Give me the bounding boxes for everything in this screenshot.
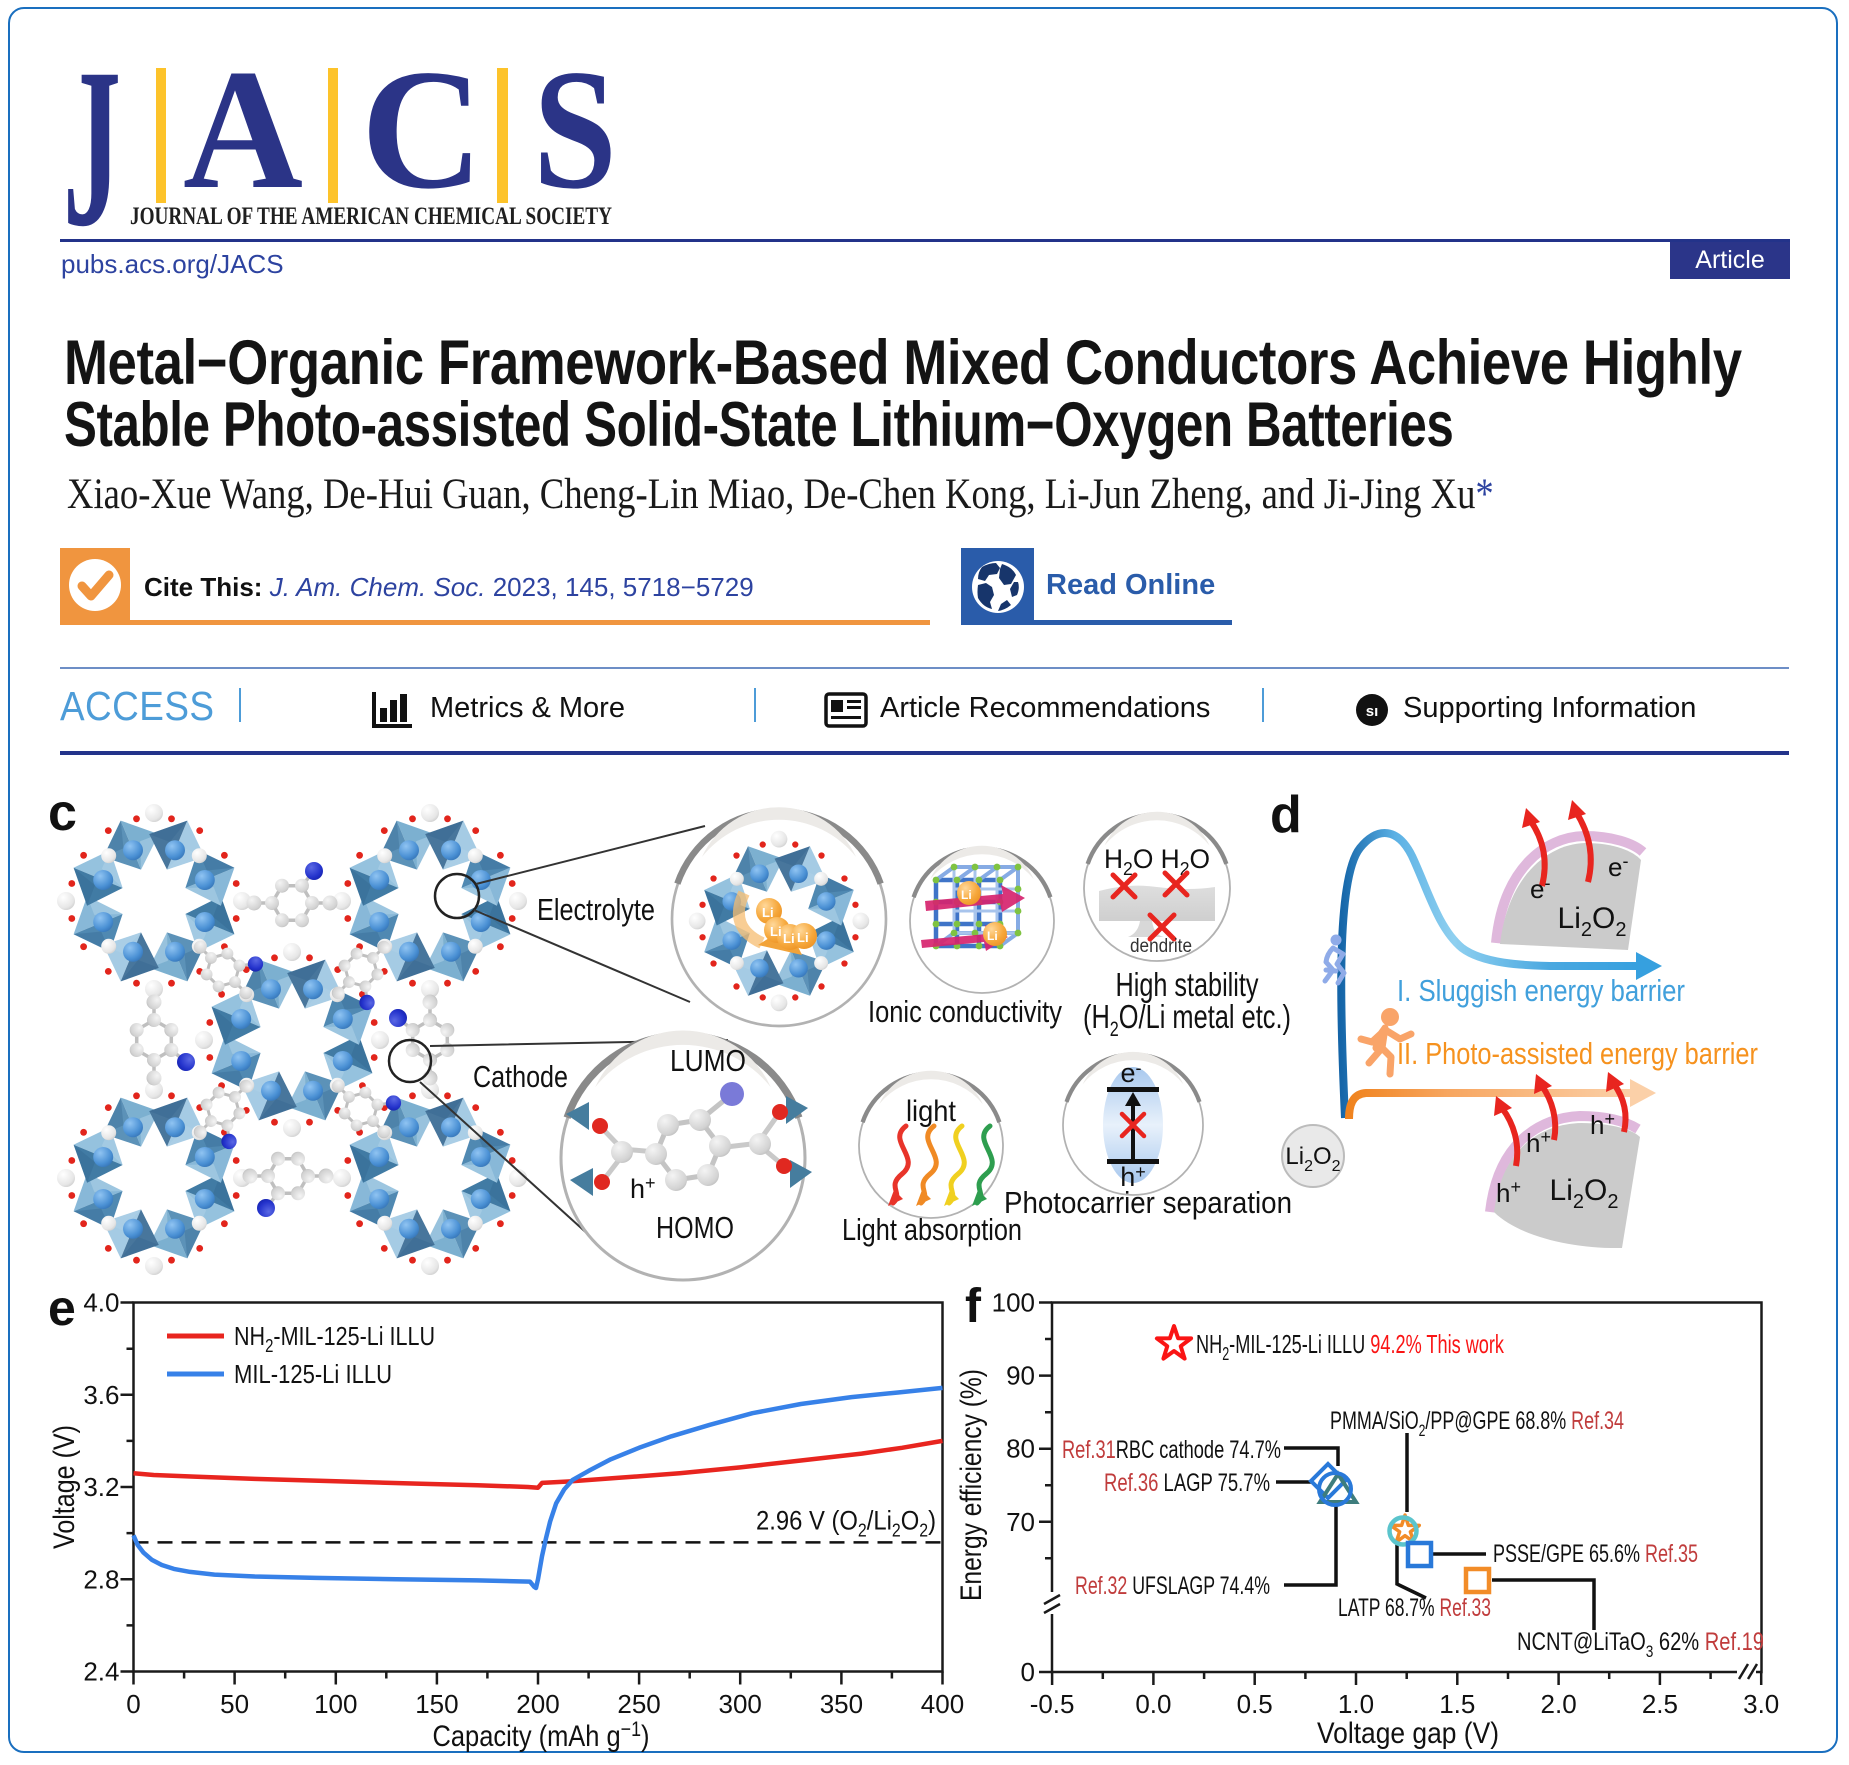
svg-text:Cathode: Cathode: [473, 1059, 568, 1094]
svg-text:NCNT@LiTaO3 62% Ref.19: NCNT@LiTaO3 62% Ref.19: [1517, 1628, 1764, 1661]
svg-text:Ref.32 UFSLAGP 74.4%: Ref.32 UFSLAGP 74.4%: [1075, 1572, 1270, 1600]
svg-text:Li: Li: [770, 924, 782, 939]
svg-text:Ionic conductivity: Ionic conductivity: [868, 994, 1062, 1029]
svg-text:250: 250: [617, 1689, 660, 1719]
svg-text:h+: h+: [1526, 1127, 1551, 1158]
svg-text:A: A: [183, 35, 303, 225]
svg-text:2.5: 2.5: [1642, 1689, 1678, 1719]
svg-text:HOMO: HOMO: [656, 1210, 734, 1245]
svg-text:100: 100: [992, 1288, 1035, 1318]
svg-text:50: 50: [220, 1689, 249, 1719]
svg-text:LUMO: LUMO: [670, 1043, 746, 1078]
svg-text:c: c: [48, 784, 77, 842]
svg-text:Voltage gap (V): Voltage gap (V): [1317, 1717, 1499, 1750]
svg-text:NH2-MIL-125-Li ILLU: NH2-MIL-125-Li ILLU: [234, 1321, 435, 1356]
svg-text:Energy efficiency (%): Energy efficiency (%): [955, 1369, 988, 1601]
svg-text:Ref.36 LAGP 75.7%: Ref.36 LAGP 75.7%: [1104, 1469, 1270, 1497]
svg-text:f: f: [965, 1280, 982, 1333]
svg-text:90: 90: [1006, 1361, 1035, 1391]
svg-text:Voltage (V): Voltage (V): [48, 1425, 81, 1549]
svg-text:3.0: 3.0: [1743, 1689, 1779, 1719]
svg-text:JOURNAL OF THE AMERICAN CHEMIC: JOURNAL OF THE AMERICAN CHEMICAL SOCIETY: [130, 203, 612, 230]
svg-text:I. Sluggish energy barrier: I. Sluggish energy barrier: [1397, 973, 1685, 1008]
svg-text:3.6: 3.6: [83, 1380, 119, 1410]
svg-text:PMMA/SiO2/PP@GPE 68.8% Ref.34: PMMA/SiO2/PP@GPE 68.8% Ref.34: [1330, 1407, 1624, 1440]
svg-text:200: 200: [516, 1689, 559, 1719]
svg-text:0.5: 0.5: [1237, 1689, 1273, 1719]
svg-text:High stability: High stability: [1116, 966, 1259, 1003]
svg-text:NH2-MIL-125-Li ILLU 94.2% This: NH2-MIL-125-Li ILLU 94.2% This work: [1196, 1329, 1505, 1364]
svg-text:J: J: [63, 22, 121, 240]
svg-text:sı: sı: [1366, 703, 1379, 720]
svg-text:Li: Li: [783, 931, 795, 946]
svg-text:PSSE/GPE 65.6% Ref.35: PSSE/GPE 65.6% Ref.35: [1493, 1540, 1698, 1568]
svg-text:Li: Li: [797, 930, 809, 945]
svg-text:LATP 68.7% Ref.33: LATP 68.7% Ref.33: [1338, 1594, 1491, 1622]
svg-text:e: e: [48, 1280, 76, 1336]
svg-text:2.0: 2.0: [1541, 1689, 1577, 1719]
svg-text:0: 0: [126, 1689, 140, 1719]
svg-text:light: light: [906, 1095, 957, 1128]
svg-text:3.2: 3.2: [83, 1472, 119, 1502]
svg-text:2.8: 2.8: [83, 1564, 119, 1594]
svg-text:80: 80: [1006, 1434, 1035, 1464]
svg-text:Light absorption: Light absorption: [842, 1212, 1022, 1247]
svg-text:100: 100: [314, 1689, 357, 1719]
svg-text:400: 400: [921, 1689, 964, 1719]
svg-text:0.0: 0.0: [1135, 1689, 1171, 1719]
svg-text:Electrolyte: Electrolyte: [537, 892, 655, 927]
svg-text:Li: Li: [762, 905, 774, 920]
svg-text:Li2O2: Li2O2: [1558, 902, 1627, 941]
svg-text:2.96 V (O2/Li2O2): 2.96 V (O2/Li2O2): [756, 1505, 936, 1540]
svg-text:S: S: [533, 35, 617, 225]
svg-text:-0.5: -0.5: [1030, 1689, 1075, 1719]
svg-text:2.4: 2.4: [83, 1657, 119, 1687]
svg-text:Photocarrier separation: Photocarrier separation: [1004, 1185, 1292, 1220]
svg-text:H2O H2O: H2O H2O: [1104, 844, 1210, 879]
svg-text:0: 0: [1021, 1657, 1035, 1687]
svg-text:(H2O/Li metal etc.): (H2O/Li metal etc.): [1083, 998, 1291, 1041]
svg-text:d: d: [1270, 786, 1302, 844]
svg-text:dendrite: dendrite: [1130, 936, 1192, 957]
svg-text:Li: Li: [987, 929, 998, 943]
svg-text:Capacity (mAh g−1): Capacity (mAh g−1): [433, 1718, 650, 1753]
svg-text:C: C: [361, 35, 483, 225]
svg-text:4.0: 4.0: [83, 1288, 119, 1318]
svg-text:1.0: 1.0: [1338, 1689, 1374, 1719]
svg-text:Li: Li: [961, 888, 972, 902]
svg-text:MIL-125-Li ILLU: MIL-125-Li ILLU: [234, 1359, 392, 1389]
svg-text:150: 150: [415, 1689, 458, 1719]
svg-text:300: 300: [719, 1689, 762, 1719]
svg-text:70: 70: [1006, 1507, 1035, 1537]
svg-text:Ref.31RBC cathode 74.7%: Ref.31RBC cathode 74.7%: [1062, 1436, 1281, 1464]
svg-text:1.5: 1.5: [1439, 1689, 1475, 1719]
svg-text:Li2O2: Li2O2: [1550, 1174, 1619, 1213]
svg-text:Li2O2: Li2O2: [1285, 1143, 1340, 1175]
svg-text:II. Photo-assisted energy barr: II. Photo-assisted energy barrier: [1397, 1036, 1758, 1071]
svg-text:350: 350: [820, 1689, 863, 1719]
